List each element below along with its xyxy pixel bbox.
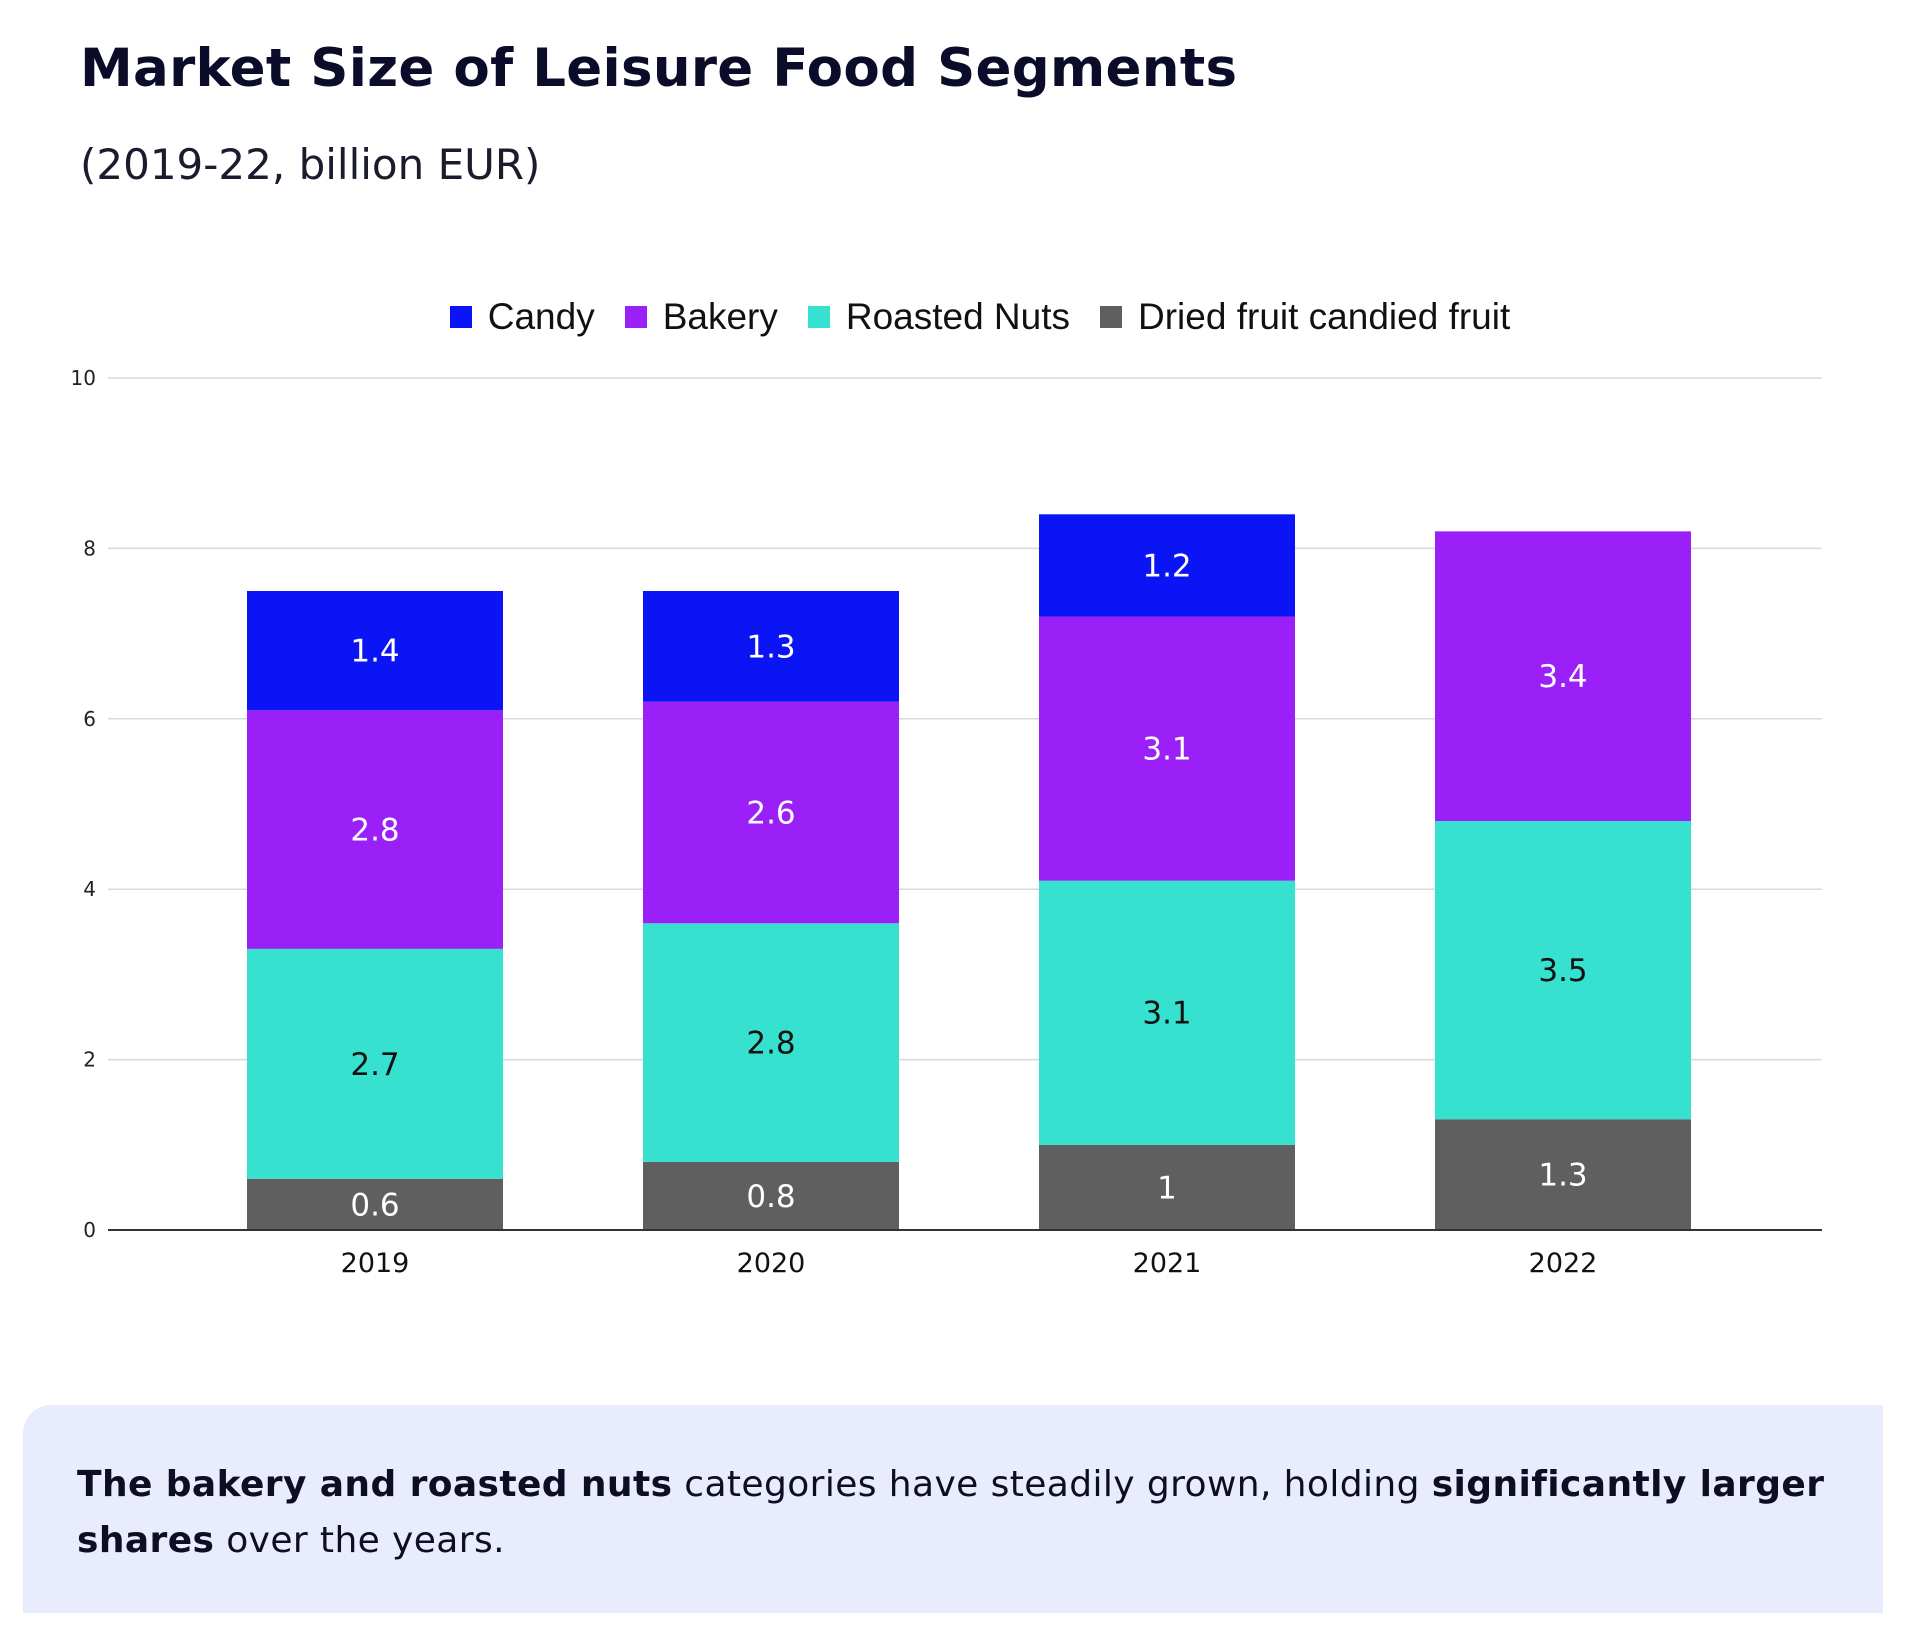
bar-segment-roasted-nuts (247, 948, 503, 1179)
data-label: 3.4 (1538, 659, 1587, 695)
bar-segment-roasted-nuts (1039, 880, 1295, 1145)
legend-swatch-bakery (624, 306, 647, 328)
data-label: 1.4 (350, 634, 399, 670)
insight-callout: The bakery and roasted nuts categories h… (23, 1405, 1883, 1613)
data-label: 2.6 (746, 796, 795, 832)
legend-item-candy: Candy (449, 296, 595, 338)
legend-label-candy: Candy (487, 296, 595, 337)
bar-segment-roasted-nuts (643, 923, 899, 1162)
bar-segment-candy (643, 591, 899, 702)
data-label: 1.3 (1538, 1158, 1587, 1194)
y-tick-label: 8 (83, 536, 96, 560)
legend-item-roasted-nuts: Roasted Nuts (807, 296, 1071, 338)
x-tick-label: 2019 (341, 1248, 410, 1279)
y-axis-ticks: 0 2 4 6 8 10 (71, 366, 96, 1242)
legend-label-bakery: Bakery (662, 296, 778, 337)
y-tick-label: 2 (83, 1048, 96, 1072)
callout-bold-2: significantly larger shares (77, 1464, 1825, 1561)
legend-item-dried-fruit: Dried fruit candied fruit (1100, 296, 1510, 338)
legend-swatch-roasted-nuts (807, 306, 830, 328)
data-label: 1.2 (1142, 548, 1191, 584)
data-label: 2.7 (350, 1047, 399, 1083)
bar-segment-candy (247, 591, 503, 711)
data-label: 0.8 (746, 1179, 795, 1215)
y-tick-label: 6 (83, 707, 96, 731)
legend-swatch-dried-fruit (1100, 306, 1123, 328)
bar-group-2019: 0.6 2.7 2.8 1.4 (247, 591, 503, 1230)
bars: 0.6 2.7 2.8 1.4 0.8 2.8 2.6 1.3 1 3.1 3.1 1.2 1.3 3.5… (247, 514, 1691, 1230)
data-label: 0.6 (350, 1187, 399, 1223)
x-tick-label: 2020 (737, 1248, 806, 1279)
x-tick-label: 2022 (1529, 1248, 1598, 1279)
legend-item-bakery: Bakery (624, 296, 778, 338)
callout-text-2: over the years. (214, 1520, 505, 1561)
chart-title: Market Size of Leisure Food Segments (80, 38, 1238, 99)
bar-segment-bakery (643, 701, 899, 924)
callout-text-1: categories have steadily grown, holding (672, 1464, 1432, 1505)
bar-segment-dried-fruit-candied-fruit (643, 1161, 899, 1230)
x-axis-ticks: 2019 2020 2021 2022 (341, 1248, 1598, 1279)
legend-label-dried-fruit: Dried fruit candied fruit (1138, 296, 1511, 337)
y-tick-label: 0 (83, 1218, 96, 1242)
data-label: 1 (1157, 1170, 1177, 1206)
x-tick-label: 2021 (1133, 1248, 1202, 1279)
bar-segment-dried-fruit-candied-fruit (1435, 1119, 1691, 1230)
data-label: 2.8 (350, 813, 399, 849)
data-label: 2.8 (746, 1026, 795, 1062)
data-label: 1.3 (746, 629, 795, 665)
y-tick-label: 4 (83, 877, 96, 901)
bar-segment-bakery (1435, 531, 1691, 822)
bar-group-2021: 1 3.1 3.1 1.2 (1039, 514, 1295, 1230)
chart-subtitle: (2019-22, billion EUR) (80, 140, 541, 189)
data-label: 3.1 (1142, 732, 1191, 768)
bar-group-2022: 1.3 3.5 3.4 (1435, 531, 1691, 1230)
bar-segment-bakery (1039, 616, 1295, 881)
callout-bold-1: The bakery and roasted nuts (77, 1464, 673, 1505)
y-tick-label: 10 (71, 366, 96, 390)
data-label: 3.5 (1538, 953, 1587, 989)
legend-swatch-candy (449, 306, 472, 328)
data-label: 3.1 (1142, 996, 1191, 1032)
bar-segment-roasted-nuts (1435, 821, 1691, 1120)
bar-segment-candy (1039, 514, 1295, 617)
bar-segment-bakery (247, 710, 503, 949)
bar-segment-dried-fruit-candied-fruit (1039, 1144, 1295, 1230)
legend-label-roasted-nuts: Roasted Nuts (845, 296, 1071, 337)
chart-legend: Candy Bakery Roasted Nuts Dried fruit ca… (0, 296, 1920, 338)
bar-segment-dried-fruit-candied-fruit (247, 1178, 503, 1230)
bar-group-2020: 0.8 2.8 2.6 1.3 (643, 591, 899, 1230)
